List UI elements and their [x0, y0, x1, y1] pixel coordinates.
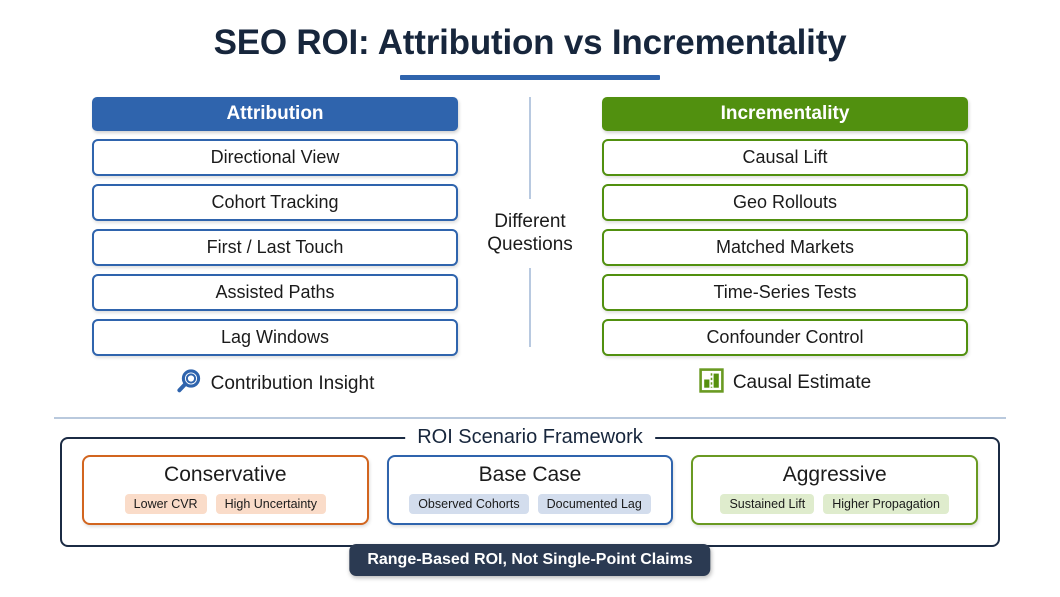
column-footer-label: Contribution Insight	[210, 372, 375, 394]
tag: High Uncertainty	[215, 493, 326, 514]
scenario-cards: Conservative Lower CVR High Uncertainty …	[62, 439, 998, 525]
list-item[interactable]: First / Last Touch	[92, 228, 458, 266]
column-footer-attribution: Contribution Insight	[92, 368, 458, 400]
scenario-tags: Observed Cohorts Documented Lag	[397, 493, 664, 514]
scenario-card-conservative[interactable]: Conservative Lower CVR High Uncertainty	[82, 454, 369, 525]
divider-line-top	[529, 96, 531, 200]
list-item[interactable]: Matched Markets	[602, 228, 968, 266]
comparison-columns: Attribution Directional View Cohort Trac…	[0, 96, 1060, 400]
list-item[interactable]: Assisted Paths	[92, 273, 458, 311]
list-item[interactable]: Cohort Tracking	[92, 183, 458, 221]
column-incrementality: Incrementality Causal Lift Geo Rollouts …	[602, 96, 968, 399]
column-footer-label: Causal Estimate	[732, 372, 872, 393]
bottom-banner: Range-Based ROI, Not Single-Point Claims	[349, 544, 711, 576]
list-item[interactable]: Directional View	[92, 138, 458, 176]
divider-label: Different Questions	[481, 199, 579, 269]
tag: Sustained Lift	[720, 493, 815, 514]
column-attribution: Attribution Directional View Cohort Trac…	[92, 96, 458, 400]
roi-scenario-framework: ROI Scenario Framework Conservative Lowe…	[60, 425, 1000, 547]
divider-line-bottom	[529, 268, 531, 347]
scenario-title: Conservative	[164, 462, 287, 486]
tag: Observed Cohorts	[409, 493, 529, 514]
column-header-attribution: Attribution	[92, 96, 458, 131]
column-header-incrementality: Incrementality	[602, 96, 968, 131]
scenario-tags: Lower CVR High Uncertainty	[92, 493, 359, 514]
section-divider	[54, 416, 1006, 419]
title-underline	[400, 74, 660, 80]
tag: Lower CVR	[124, 493, 207, 514]
framework-legend: ROI Scenario Framework	[405, 425, 655, 449]
page-title: SEO ROI: Attribution vs Incrementality	[213, 23, 847, 62]
tag: Documented Lag	[537, 493, 651, 514]
list-item[interactable]: Causal Lift	[602, 138, 968, 176]
scenario-card-aggressive[interactable]: Aggressive Sustained Lift Higher Propaga…	[691, 454, 979, 525]
page-header: SEO ROI: Attribution vs Incrementality	[0, 0, 1060, 80]
tag: Higher Propagation	[823, 493, 949, 514]
magnifier-icon	[176, 368, 202, 400]
scenario-tags: Sustained Lift Higher Propagation	[701, 493, 968, 514]
scenario-title: Base Case	[478, 462, 582, 486]
bar-chart-icon	[699, 367, 724, 399]
column-footer-incrementality: Causal Estimate	[602, 367, 968, 399]
list-item[interactable]: Confounder Control	[602, 318, 968, 356]
scenario-title: Aggressive	[782, 462, 887, 486]
list-item[interactable]: Lag Windows	[92, 318, 458, 356]
list-item[interactable]: Geo Rollouts	[602, 183, 968, 221]
scenario-card-base-case[interactable]: Base Case Observed Cohorts Documented La…	[386, 454, 674, 525]
list-item[interactable]: Time-Series Tests	[602, 273, 968, 311]
